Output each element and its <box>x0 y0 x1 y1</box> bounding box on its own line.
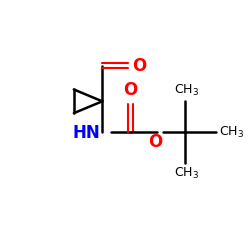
Text: CH$_3$: CH$_3$ <box>174 83 199 98</box>
Text: O: O <box>124 82 138 100</box>
Text: HN: HN <box>72 124 100 142</box>
Text: CH$_3$: CH$_3$ <box>219 124 244 140</box>
Text: O: O <box>148 133 163 151</box>
Text: CH$_3$: CH$_3$ <box>174 166 199 181</box>
Text: O: O <box>132 57 147 75</box>
